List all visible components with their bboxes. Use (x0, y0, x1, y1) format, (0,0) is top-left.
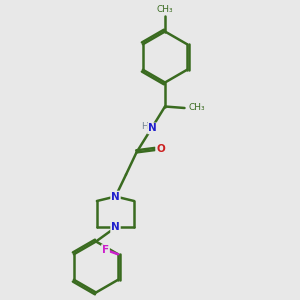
Text: H: H (142, 122, 148, 131)
Text: CH₃: CH₃ (157, 4, 173, 14)
Text: N: N (111, 191, 120, 202)
Text: O: O (156, 144, 165, 154)
Text: CH₃: CH₃ (188, 103, 205, 112)
Text: N: N (148, 123, 157, 134)
Text: F: F (102, 245, 109, 255)
Text: N: N (111, 222, 120, 233)
